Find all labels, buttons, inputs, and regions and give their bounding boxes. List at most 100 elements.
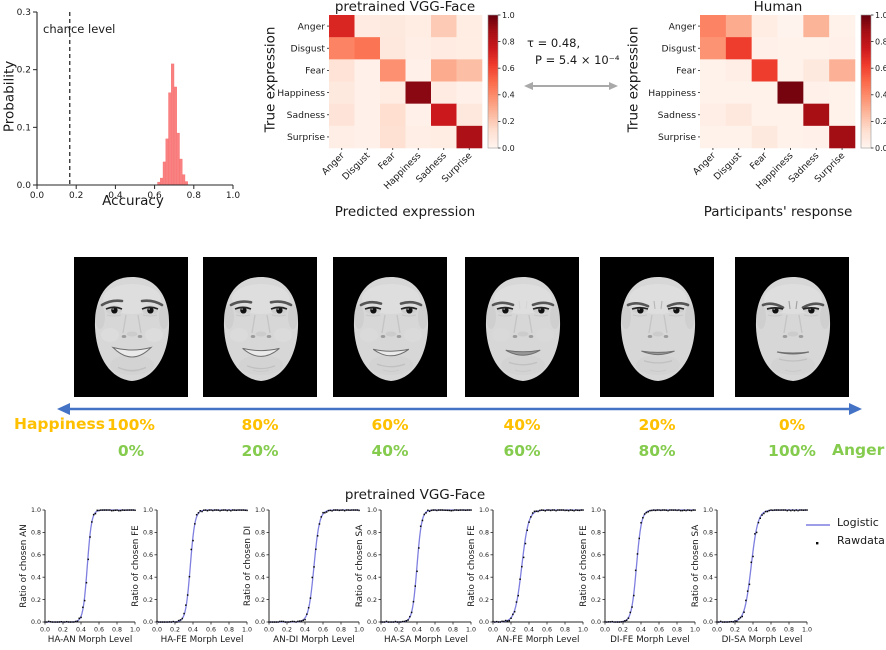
- rawdata-point: [240, 509, 243, 511]
- rawdata-point: [555, 509, 557, 512]
- rawdata-point: [558, 509, 561, 511]
- rawdata-point: [531, 512, 534, 514]
- histogram-bar: [171, 63, 175, 186]
- svg-text:0.8: 0.8: [187, 191, 202, 201]
- rawdata-point: [427, 509, 429, 512]
- svg-text:0.0: 0.0: [255, 619, 265, 626]
- rawdata-point: [685, 509, 687, 512]
- svg-text:0.4: 0.4: [875, 91, 886, 100]
- rawdata-point: [492, 620, 494, 623]
- rawdata-point: [222, 509, 225, 511]
- rawdata-point: [380, 621, 382, 623]
- rawdata-point: [775, 509, 778, 511]
- rawdata-point: [642, 516, 644, 519]
- heatmap-cell: [354, 15, 381, 38]
- rawdata-point: [772, 509, 774, 512]
- p-value-text: P = 5.4 × 10⁻⁴: [535, 53, 620, 67]
- rawdata-point: [674, 509, 676, 511]
- rawdata-point: [382, 621, 384, 623]
- legend-rawdata-marker: [816, 542, 819, 545]
- svg-text:0.8: 0.8: [672, 627, 682, 634]
- rawdata-point: [528, 521, 530, 523]
- rawdata-point: [277, 621, 279, 623]
- svg-text:0.0: 0.0: [875, 144, 886, 153]
- heatmap-cell: [803, 59, 830, 82]
- svg-text:Ratio of chosen SA: Ratio of chosen SA: [355, 525, 365, 608]
- rawdata-point: [349, 509, 351, 511]
- rawdata-point: [723, 621, 725, 623]
- histogram-bar: [168, 92, 172, 186]
- happiness-percent-label: 20%: [638, 416, 676, 434]
- rawdata-point: [755, 531, 758, 534]
- rawdata-point: [82, 606, 84, 609]
- rawdata-point: [112, 509, 115, 512]
- svg-text:0.8: 0.8: [112, 627, 122, 634]
- rawdata-point: [613, 621, 615, 623]
- rawdata-point: [385, 620, 388, 623]
- rawdata-point: [271, 621, 274, 623]
- heatmap-cell: [354, 103, 381, 127]
- svg-text:0.0: 0.0: [703, 619, 713, 626]
- rawdata-point: [244, 509, 246, 512]
- rawdata-point: [681, 509, 684, 512]
- rawdata-point: [288, 621, 290, 623]
- rawdata-point: [89, 536, 91, 538]
- rawdata-point: [92, 513, 95, 516]
- rawdata-point: [548, 509, 550, 511]
- heatmap-cell: [329, 125, 355, 149]
- svg-text:0.6: 0.6: [31, 552, 41, 559]
- rawdata-point: [55, 621, 57, 623]
- vgg-heatmap-y-axis-label: True expression: [262, 26, 279, 133]
- svg-text:0.2: 0.2: [282, 627, 292, 634]
- rawdata-point: [754, 533, 756, 535]
- rawdata-point: [665, 509, 667, 511]
- svg-text:0.8: 0.8: [784, 627, 794, 634]
- rawdata-point: [669, 509, 671, 511]
- rawdata-point: [159, 621, 162, 623]
- svg-text:0.6: 0.6: [766, 627, 776, 634]
- rawdata-point: [690, 509, 693, 512]
- svg-text:0.6: 0.6: [502, 64, 515, 73]
- svg-text:0.2: 0.2: [875, 117, 886, 126]
- rawdata-point: [105, 509, 107, 511]
- rawdata-point: [463, 509, 465, 511]
- rawdata-point: [445, 509, 447, 512]
- rawdata-point: [358, 509, 360, 512]
- rawdata-point: [235, 509, 237, 512]
- svg-text:AN-DI Morph Level: AN-DI Morph Level: [273, 635, 355, 645]
- svg-text:1.0: 1.0: [591, 507, 601, 514]
- rawdata-point: [401, 620, 404, 623]
- svg-text:0.6: 0.6: [206, 627, 216, 634]
- rawdata-point: [748, 583, 751, 586]
- rawdata-point: [226, 509, 228, 512]
- rawdata-point: [396, 621, 398, 623]
- rawdata-point: [645, 511, 648, 514]
- rawdata-point: [71, 621, 73, 623]
- rawdata-point: [737, 618, 740, 620]
- rawdata-point: [228, 509, 230, 511]
- rawdata-point: [688, 509, 691, 512]
- rawdata-point: [448, 509, 451, 512]
- rawdata-point: [208, 509, 210, 511]
- rawdata-point: [204, 509, 207, 511]
- svg-text:0.2: 0.2: [31, 597, 41, 604]
- rawdata-point: [407, 619, 409, 621]
- svg-text:0.0: 0.0: [30, 191, 45, 201]
- rawdata-point: [181, 617, 183, 620]
- rawdata-point: [334, 509, 337, 511]
- rawdata-point: [549, 509, 552, 512]
- histogram-bar: [165, 138, 169, 186]
- heatmap-cell: [700, 15, 727, 38]
- svg-text:0.2: 0.2: [17, 66, 31, 76]
- heatmap-cell: [751, 125, 778, 149]
- rawdata-point: [119, 509, 122, 512]
- svg-text:1.0: 1.0: [226, 191, 241, 201]
- rawdata-point: [654, 509, 657, 512]
- rawdata-point: [183, 612, 185, 615]
- rawdata-point: [609, 621, 612, 623]
- rawdata-point: [432, 509, 434, 511]
- svg-text:0.1: 0.1: [17, 123, 31, 133]
- rawdata-point: [506, 620, 509, 622]
- rawdata-point: [790, 509, 792, 512]
- rawdata-point: [394, 620, 397, 623]
